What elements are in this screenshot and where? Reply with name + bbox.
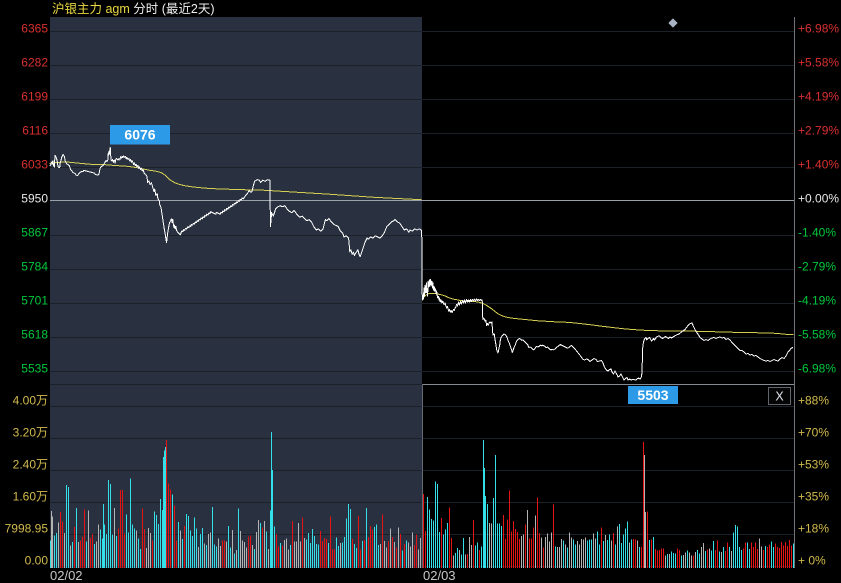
svg-text:-1.40%: -1.40% (798, 226, 836, 240)
svg-text:+1.40%: +1.40% (798, 158, 839, 172)
svg-text:+2.79%: +2.79% (798, 124, 839, 138)
svg-text:+18%: +18% (798, 521, 829, 535)
svg-text:+88%: +88% (798, 393, 829, 407)
svg-text:-5.58%: -5.58% (798, 328, 836, 342)
svg-text:+5.58%: +5.58% (798, 56, 839, 70)
svg-text:6282: 6282 (21, 56, 48, 70)
svg-text:6076: 6076 (124, 127, 155, 143)
svg-text:沪银主力 agm 分时 (最近2天): 沪银主力 agm 分时 (最近2天) (52, 2, 215, 16)
svg-text:+4.19%: +4.19% (798, 90, 839, 104)
svg-text:6365: 6365 (21, 22, 48, 36)
svg-text:4.00万: 4.00万 (13, 393, 48, 407)
svg-text:-4.19%: -4.19% (798, 294, 836, 308)
svg-text:5784: 5784 (21, 260, 48, 274)
svg-text:7998.95: 7998.95 (5, 521, 49, 535)
svg-text:1.60万: 1.60万 (13, 489, 48, 503)
svg-text:+35%: +35% (798, 489, 829, 503)
svg-text:5535: 5535 (21, 362, 48, 376)
svg-text:+53%: +53% (798, 457, 829, 471)
svg-text:+6.98%: +6.98% (798, 22, 839, 36)
svg-text:+ 0%: + 0% (798, 553, 826, 567)
svg-text:5618: 5618 (21, 328, 48, 342)
svg-text:+70%: +70% (798, 425, 829, 439)
svg-text:5867: 5867 (21, 226, 48, 240)
svg-text:6116: 6116 (22, 124, 48, 138)
svg-text:-6.98%: -6.98% (798, 362, 836, 376)
svg-text:6033: 6033 (21, 158, 48, 172)
svg-text:6199: 6199 (21, 90, 48, 104)
svg-text:0.00: 0.00 (25, 553, 49, 567)
svg-text:5503: 5503 (637, 387, 668, 403)
svg-text:02/02: 02/02 (50, 568, 83, 583)
svg-text:5950: 5950 (21, 192, 48, 206)
svg-text:+0.00%: +0.00% (798, 192, 839, 206)
svg-text:2.40万: 2.40万 (13, 457, 48, 471)
svg-text:3.20万: 3.20万 (13, 425, 48, 439)
svg-text:-2.79%: -2.79% (798, 260, 836, 274)
svg-text:X: X (775, 390, 784, 404)
svg-text:02/03: 02/03 (423, 568, 456, 583)
svg-text:5701: 5701 (21, 294, 48, 308)
